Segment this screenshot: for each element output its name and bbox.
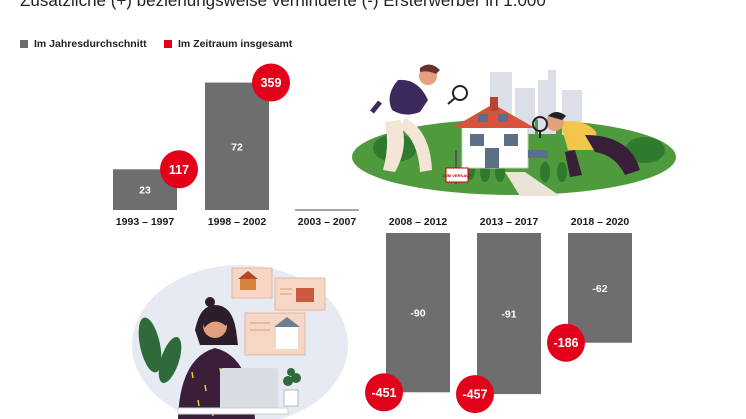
house-card-3 <box>244 312 306 356</box>
house-card-1 <box>231 267 273 299</box>
value-label-annual-1: 72 <box>231 141 243 153</box>
legend-label-total: Im Zeitraum insgesamt <box>178 38 293 50</box>
value-label-annual-3: -90 <box>410 308 425 320</box>
bar-annual-4 <box>477 233 541 395</box>
bar-annual-1 <box>205 82 269 210</box>
for-sale-sign: ZUM VERKAUF <box>442 150 472 184</box>
man-with-magnifier-icon <box>528 112 640 177</box>
house-icon <box>452 97 535 169</box>
plant-pot-icon <box>283 368 301 407</box>
marker-total-3 <box>365 373 403 412</box>
value-label-annual-0: 23 <box>139 185 151 197</box>
woman-with-magnifier-icon <box>370 64 468 172</box>
marker-total-1 <box>252 63 290 102</box>
laptop-icon <box>177 368 289 415</box>
bar-annual-5 <box>568 233 632 343</box>
category-label-2: 2003 – 2007 <box>298 216 357 228</box>
value-label-total-3: -451 <box>371 386 396 400</box>
chart-title: Zusätzliche (+) beziehungsweise verhinde… <box>20 0 546 10</box>
category-label-5: 2018 – 2020 <box>571 216 630 228</box>
for-sale-sign-text: ZUM VERKAUF <box>442 173 472 178</box>
marker-total-4 <box>456 375 494 414</box>
value-label-annual-5: -62 <box>592 283 607 295</box>
woman-icon <box>178 297 255 419</box>
value-label-total-4: -457 <box>462 388 487 402</box>
value-label-annual-4: -91 <box>501 309 516 321</box>
legend-item-total: Im Zeitraum insgesamt <box>164 38 292 50</box>
house-card-2 <box>274 277 326 311</box>
legend-label-annual: Im Jahresdurchschnitt <box>34 38 147 50</box>
value-label-total-5: -186 <box>553 336 578 350</box>
value-label-total-1: 359 <box>261 76 282 90</box>
marker-total-5 <box>547 323 585 362</box>
category-label-1: 1998 – 2002 <box>208 216 267 228</box>
legend-item-annual: Im Jahresdurchschnitt <box>20 38 147 50</box>
road <box>505 172 560 196</box>
plant-left-icon <box>138 317 182 383</box>
marker-total-0 <box>160 150 198 189</box>
legend-swatch-gray <box>20 40 28 48</box>
legend-swatch-red <box>164 40 172 48</box>
bar-annual-3 <box>386 233 450 393</box>
value-label-total-0: 117 <box>169 163 189 177</box>
category-label-4: 2013 – 2017 <box>480 216 539 228</box>
category-label-0: 1993 – 1997 <box>116 216 175 228</box>
category-label-3: 2008 – 2012 <box>389 216 448 228</box>
